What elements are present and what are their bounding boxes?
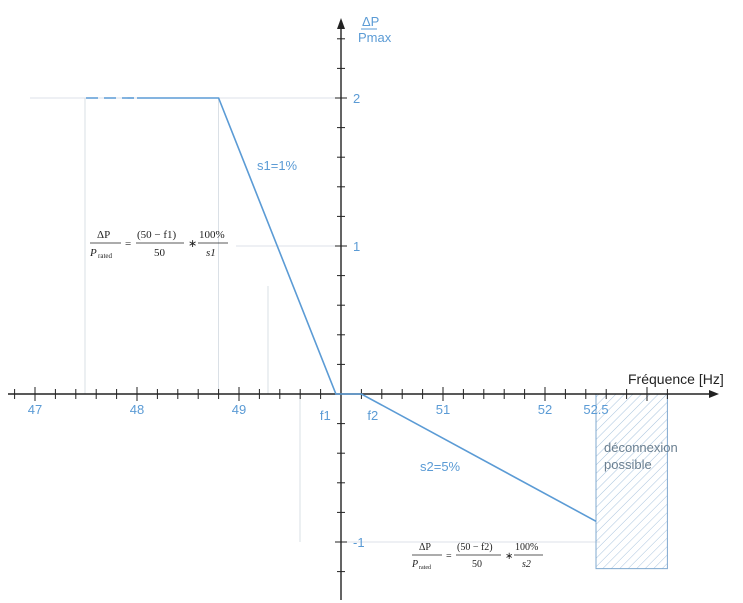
x-tick-label: 52.5: [583, 402, 608, 417]
formula-1-mid-num: (50 − f1): [137, 229, 177, 241]
x-tick-label: 47: [28, 402, 42, 417]
formula-2-lhs-den-sub: rated: [419, 565, 431, 571]
labels: Fréquence [Hz] ΔP Pmax s1=1% s2=5% décon…: [89, 14, 724, 571]
y-axis-title-numerator: ΔP: [362, 14, 379, 29]
y-tick-label: -1: [353, 535, 365, 550]
formula-2: ΔP P rated = (50 − f2) 50 ∗ 100% s2: [411, 542, 543, 571]
guide-lines: [30, 97, 600, 543]
disconnection-zone: [595, 393, 668, 570]
formula-1: ΔP P rated = (50 − f1) 50 ∗ 100% s1: [89, 229, 228, 260]
formula-2-mid-num: (50 − f2): [457, 542, 493, 553]
svg-text:∗: ∗: [505, 551, 513, 562]
x-axis-arrow: [709, 390, 719, 398]
zone-label-line1: déconnexion: [604, 440, 678, 455]
series: [86, 97, 597, 522]
x-tick-label: 51: [436, 402, 450, 417]
special-tick-label: f1: [320, 408, 331, 423]
formula-1-rhs-num: 100%: [199, 229, 225, 241]
special-tick-label: f2: [367, 408, 378, 423]
formula-1-lhs-den-sub: rated: [98, 252, 112, 260]
x-tick-label: 49: [232, 402, 246, 417]
zone-box: [595, 393, 668, 570]
series-line: [137, 97, 597, 522]
formula-2-rhs-num: 100%: [515, 542, 538, 553]
x-tick-label: 48: [130, 402, 144, 417]
formula-1-lhs-den: P: [89, 247, 97, 259]
y-tick-label: 1: [353, 239, 360, 254]
y-tick-label: 2: [353, 91, 360, 106]
formula-1-lhs-num: ΔP: [97, 229, 110, 241]
zone-label-line2: possible: [604, 457, 652, 472]
formula-2-lhs-num: ΔP: [419, 542, 431, 553]
slope-s2-label: s2=5%: [420, 459, 461, 474]
slope-s1-label: s1=1%: [257, 158, 298, 173]
tick-labels: 47 48 49 51 52 52.5 f1 f2 2 1 -1: [28, 91, 609, 550]
formula-1-mid-den: 50: [154, 247, 166, 259]
svg-text:=: =: [125, 238, 131, 250]
svg-text:∗: ∗: [188, 238, 197, 250]
axes: [8, 18, 719, 600]
svg-text:=: =: [446, 551, 452, 562]
formula-2-mid-den: 50: [472, 559, 482, 570]
y-axis-arrow: [337, 18, 345, 29]
x-tick-label: 52: [538, 402, 552, 417]
formula-2-lhs-den: P: [411, 559, 418, 570]
x-axis-title: Fréquence [Hz]: [628, 371, 724, 387]
y-axis-title-denominator: Pmax: [358, 30, 392, 45]
formula-1-rhs-den: s1: [206, 247, 216, 259]
formula-2-rhs-den: s2: [522, 559, 531, 570]
